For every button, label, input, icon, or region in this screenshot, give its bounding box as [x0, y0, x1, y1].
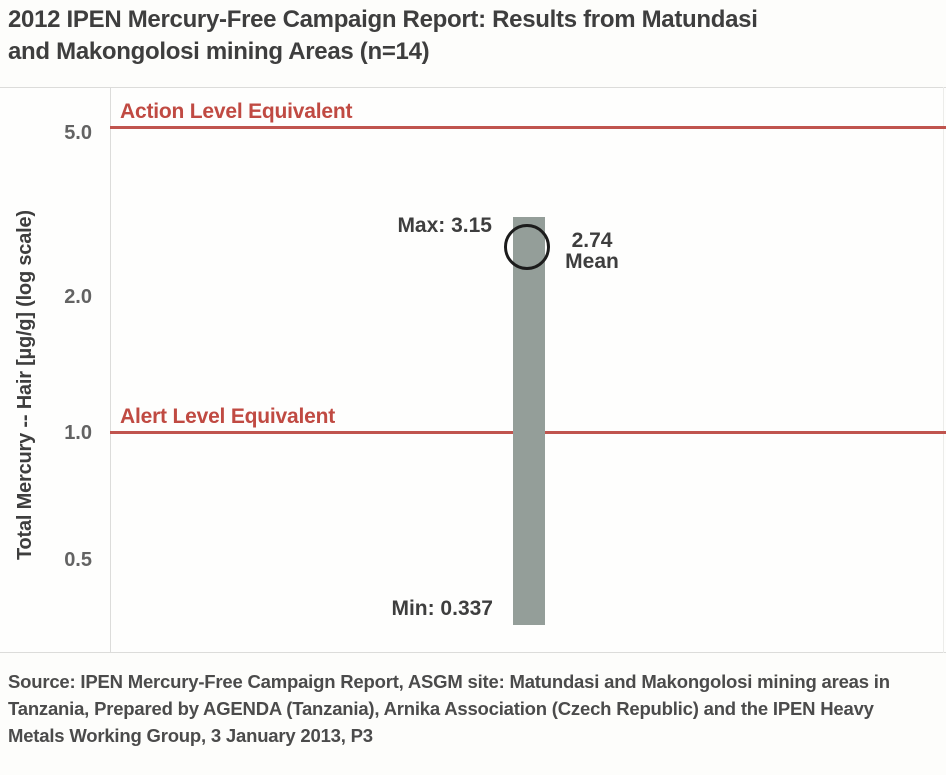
mean-caption-label: Mean	[565, 250, 619, 273]
alert-level-label: Alert Level Equivalent	[120, 405, 336, 428]
source-line-3: Metals Working Group, 3 January 2013, P3	[8, 725, 373, 746]
mean-label-block: 2.74 Mean	[548, 230, 636, 272]
y-tick-0_5: 0.5	[64, 549, 92, 571]
mean-value-label: 2.74	[571, 229, 613, 252]
mean-marker-circle	[504, 224, 550, 270]
action-level-label: Action Level Equivalent	[120, 100, 353, 123]
min-max-range-bar	[513, 217, 545, 625]
plot-area	[0, 87, 946, 653]
y-tick-5: 5.0	[64, 122, 92, 144]
chart-title-line-2: and Makongolosi mining Areas (n=14)	[8, 38, 430, 65]
max-value-label: Max: 3.15	[397, 214, 492, 237]
source-line-2: Tanzania, Prepared by AGENDA (Tanzania),…	[8, 698, 874, 719]
chart-title: 2012 IPEN Mercury-Free Campaign Report: …	[8, 4, 938, 68]
action-level-line	[110, 126, 946, 129]
y-axis-line	[110, 87, 111, 653]
source-line-1: Source: IPEN Mercury-Free Campaign Repor…	[8, 671, 890, 692]
y-tick-2: 2.0	[64, 286, 92, 308]
chart-title-line-1: 2012 IPEN Mercury-Free Campaign Report: …	[8, 6, 758, 33]
y-tick-1: 1.0	[64, 422, 92, 444]
plot-right-border	[943, 87, 944, 653]
min-value-label: Min: 0.337	[391, 597, 493, 620]
source-citation: Source: IPEN Mercury-Free Campaign Repor…	[8, 668, 938, 749]
